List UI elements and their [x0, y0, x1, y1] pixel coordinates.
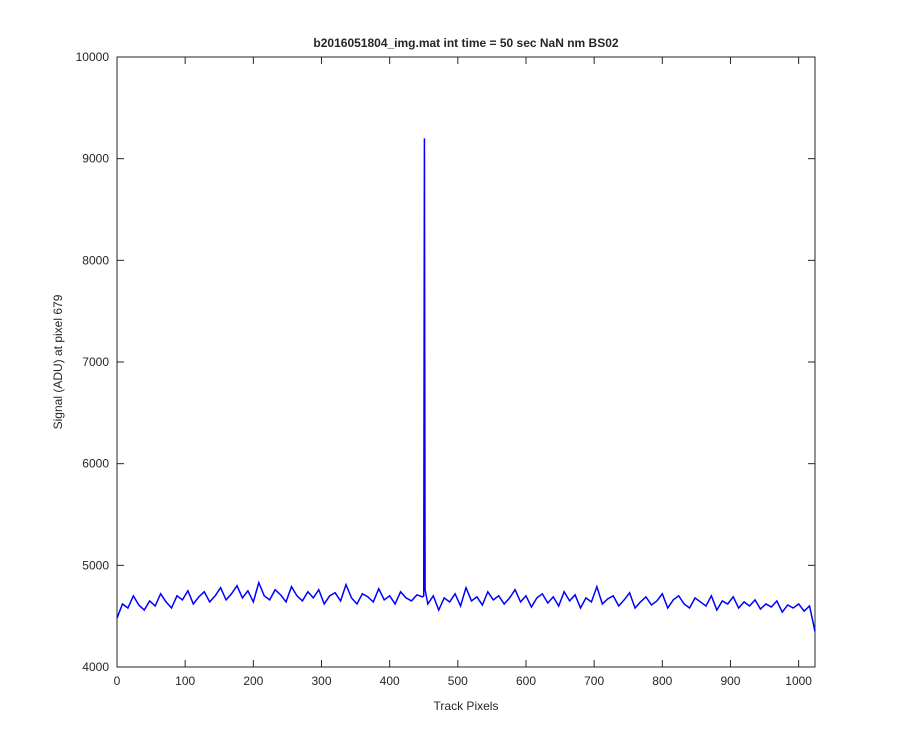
chart-title: b2016051804_img.mat int time = 50 sec Na… — [313, 36, 618, 50]
y-tick-label: 9000 — [82, 152, 109, 166]
y-tick-label: 5000 — [82, 558, 109, 572]
x-tick-label: 600 — [516, 674, 536, 688]
x-tick-label: 300 — [311, 674, 331, 688]
x-tick-label: 700 — [584, 674, 604, 688]
x-tick-label: 1000 — [785, 674, 812, 688]
y-tick-label: 4000 — [82, 660, 109, 674]
x-axis-label: Track Pixels — [434, 699, 499, 713]
y-tick-label: 8000 — [82, 253, 109, 267]
x-tick-label: 400 — [380, 674, 400, 688]
x-tick-label: 900 — [720, 674, 740, 688]
data-line — [116, 138, 816, 632]
x-tick-label: 800 — [652, 674, 672, 688]
x-tick-label: 0 — [114, 674, 121, 688]
x-tick-label: 100 — [175, 674, 195, 688]
y-tick-label: 7000 — [82, 355, 109, 369]
y-axis-label: Signal (ADU) at pixel 679 — [51, 294, 65, 429]
x-tick-label: 500 — [448, 674, 468, 688]
x-tick-label: 200 — [243, 674, 263, 688]
y-tick-label: 6000 — [82, 457, 109, 471]
y-tick-label: 10000 — [76, 50, 110, 64]
